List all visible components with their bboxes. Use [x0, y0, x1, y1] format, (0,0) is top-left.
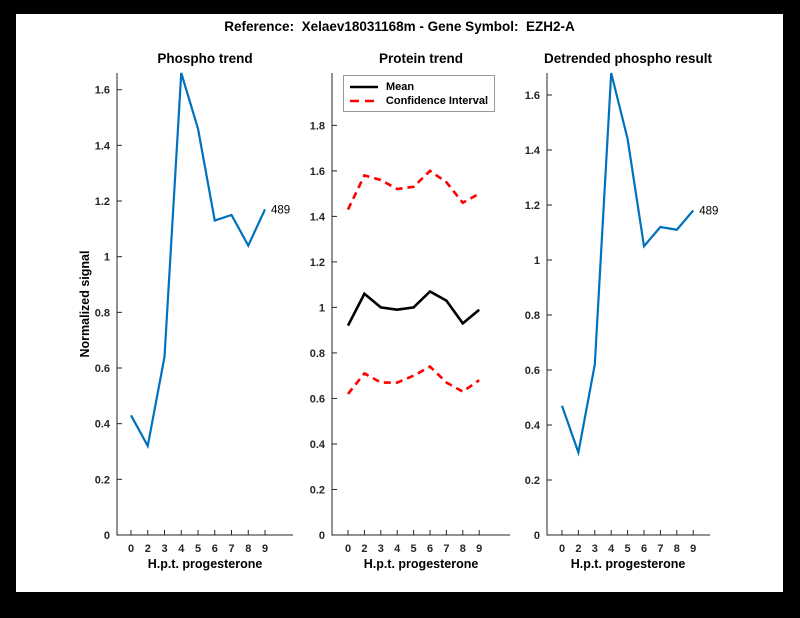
x-tick-label: 5 [195, 543, 201, 555]
y-tick-label: 0 [104, 530, 110, 542]
y-tick-label: 0 [319, 530, 325, 542]
y-tick-label: 1 [104, 252, 110, 264]
x-tick-label: 4 [608, 543, 615, 555]
chart-line-detrended-phospho-signal [560, 72, 695, 457]
y-tick-label: 1.6 [310, 166, 325, 178]
y-tick-label: 1.8 [310, 120, 325, 132]
y-tick-label: 1.4 [525, 145, 541, 157]
x-tick-label: 3 [378, 543, 384, 555]
y-tick-label: 1.6 [525, 90, 540, 102]
y-tick-label: 1 [319, 302, 325, 314]
y-tick-label: 0.6 [310, 393, 325, 405]
x-tick-label: 4 [178, 543, 185, 555]
y-tick-label: 0.4 [95, 419, 111, 431]
y-tick-label: 0.6 [525, 365, 540, 377]
chart-line-lower-confidence-interval [346, 364, 480, 395]
y-axis-label-normalized-signal: Normalized signal [78, 250, 92, 358]
chart-line-mean [346, 289, 481, 327]
x-tick-label: 0 [345, 543, 351, 555]
x-tick-label: 9 [476, 543, 482, 555]
x-tick-label: 5 [625, 543, 631, 555]
y-tick-label: 0.2 [525, 475, 540, 487]
legend-line-swatch [350, 99, 378, 102]
endpoint-annotation: 489 [271, 204, 290, 216]
subplot-title-protein-trend: Protein trend [378, 51, 464, 66]
x-axis-label-subplot-2: H.p.t. progesterone [363, 557, 479, 571]
x-tick-label: 7 [657, 543, 663, 555]
x-tick-label: 6 [641, 543, 647, 555]
x-tick-label: 3 [592, 543, 598, 555]
chart-line-phospho-signal [130, 72, 266, 450]
y-tick-label: 1.2 [95, 196, 110, 208]
y-tick-label: 0.2 [310, 484, 325, 496]
x-tick-label: 8 [674, 543, 680, 555]
subplot-title-detrended-phospho: Detrended phospho result [543, 51, 713, 66]
x-tick-label: 4 [394, 543, 401, 555]
x-tick-label: 7 [443, 543, 449, 555]
y-tick-label: 0.8 [95, 307, 110, 319]
x-tick-label: 6 [212, 543, 218, 555]
x-tick-label: 9 [690, 543, 696, 555]
x-tick-label: 8 [245, 543, 251, 555]
legend-label: Mean [386, 80, 415, 93]
y-tick-label: 1.6 [95, 85, 110, 97]
x-tick-label: 2 [145, 543, 151, 555]
subplot-title-phospho-trend: Phospho trend [157, 51, 253, 66]
legend-label: Confidence Interval [385, 94, 488, 107]
y-tick-label: 0.8 [310, 348, 325, 360]
y-tick-label: 0.4 [525, 420, 541, 432]
legend-entry: Mean [350, 81, 488, 93]
x-tick-label: 7 [228, 543, 234, 555]
chart-line-upper-confidence-interval [346, 169, 480, 211]
x-axis-label-subplot-1: H.p.t. progesterone [147, 557, 263, 571]
y-tick-label: 0.4 [310, 439, 326, 451]
y-tick-label: 0.8 [525, 310, 540, 322]
figure-canvas: Reference: Xelaev18031168m - Gene Symbol… [16, 14, 783, 592]
x-tick-label: 5 [411, 543, 417, 555]
y-tick-label: 0 [534, 530, 540, 542]
endpoint-annotation: 489 [699, 206, 718, 218]
x-tick-label: 0 [559, 543, 565, 555]
x-tick-label: 3 [161, 543, 167, 555]
y-tick-label: 1 [534, 255, 540, 267]
y-tick-label: 1.4 [95, 140, 111, 152]
legend-entry: Confidence Interval [350, 95, 488, 107]
x-tick-label: 2 [575, 543, 581, 555]
x-axis-label-subplot-3: H.p.t. progesterone [570, 557, 686, 571]
x-tick-label: 0 [128, 543, 134, 555]
x-tick-label: 6 [427, 543, 433, 555]
y-tick-label: 1.2 [525, 200, 540, 212]
legend: Mean Confidence Interval [343, 75, 495, 112]
y-tick-label: 1.4 [310, 211, 326, 223]
y-tick-label: 0.2 [95, 474, 110, 486]
x-tick-label: 9 [262, 543, 268, 555]
x-tick-label: 2 [361, 543, 367, 555]
y-tick-label: 1.2 [310, 257, 325, 269]
x-tick-label: 8 [460, 543, 466, 555]
legend-line-swatch [350, 85, 378, 88]
figure-title: Reference: Xelaev18031168m - Gene Symbol… [224, 19, 575, 34]
y-tick-label: 0.6 [95, 363, 110, 375]
charts-plot-area: 00.20.40.60.811.21.41.60 2 3 4 5 6 7 8 948900.20… [95, 72, 718, 555]
